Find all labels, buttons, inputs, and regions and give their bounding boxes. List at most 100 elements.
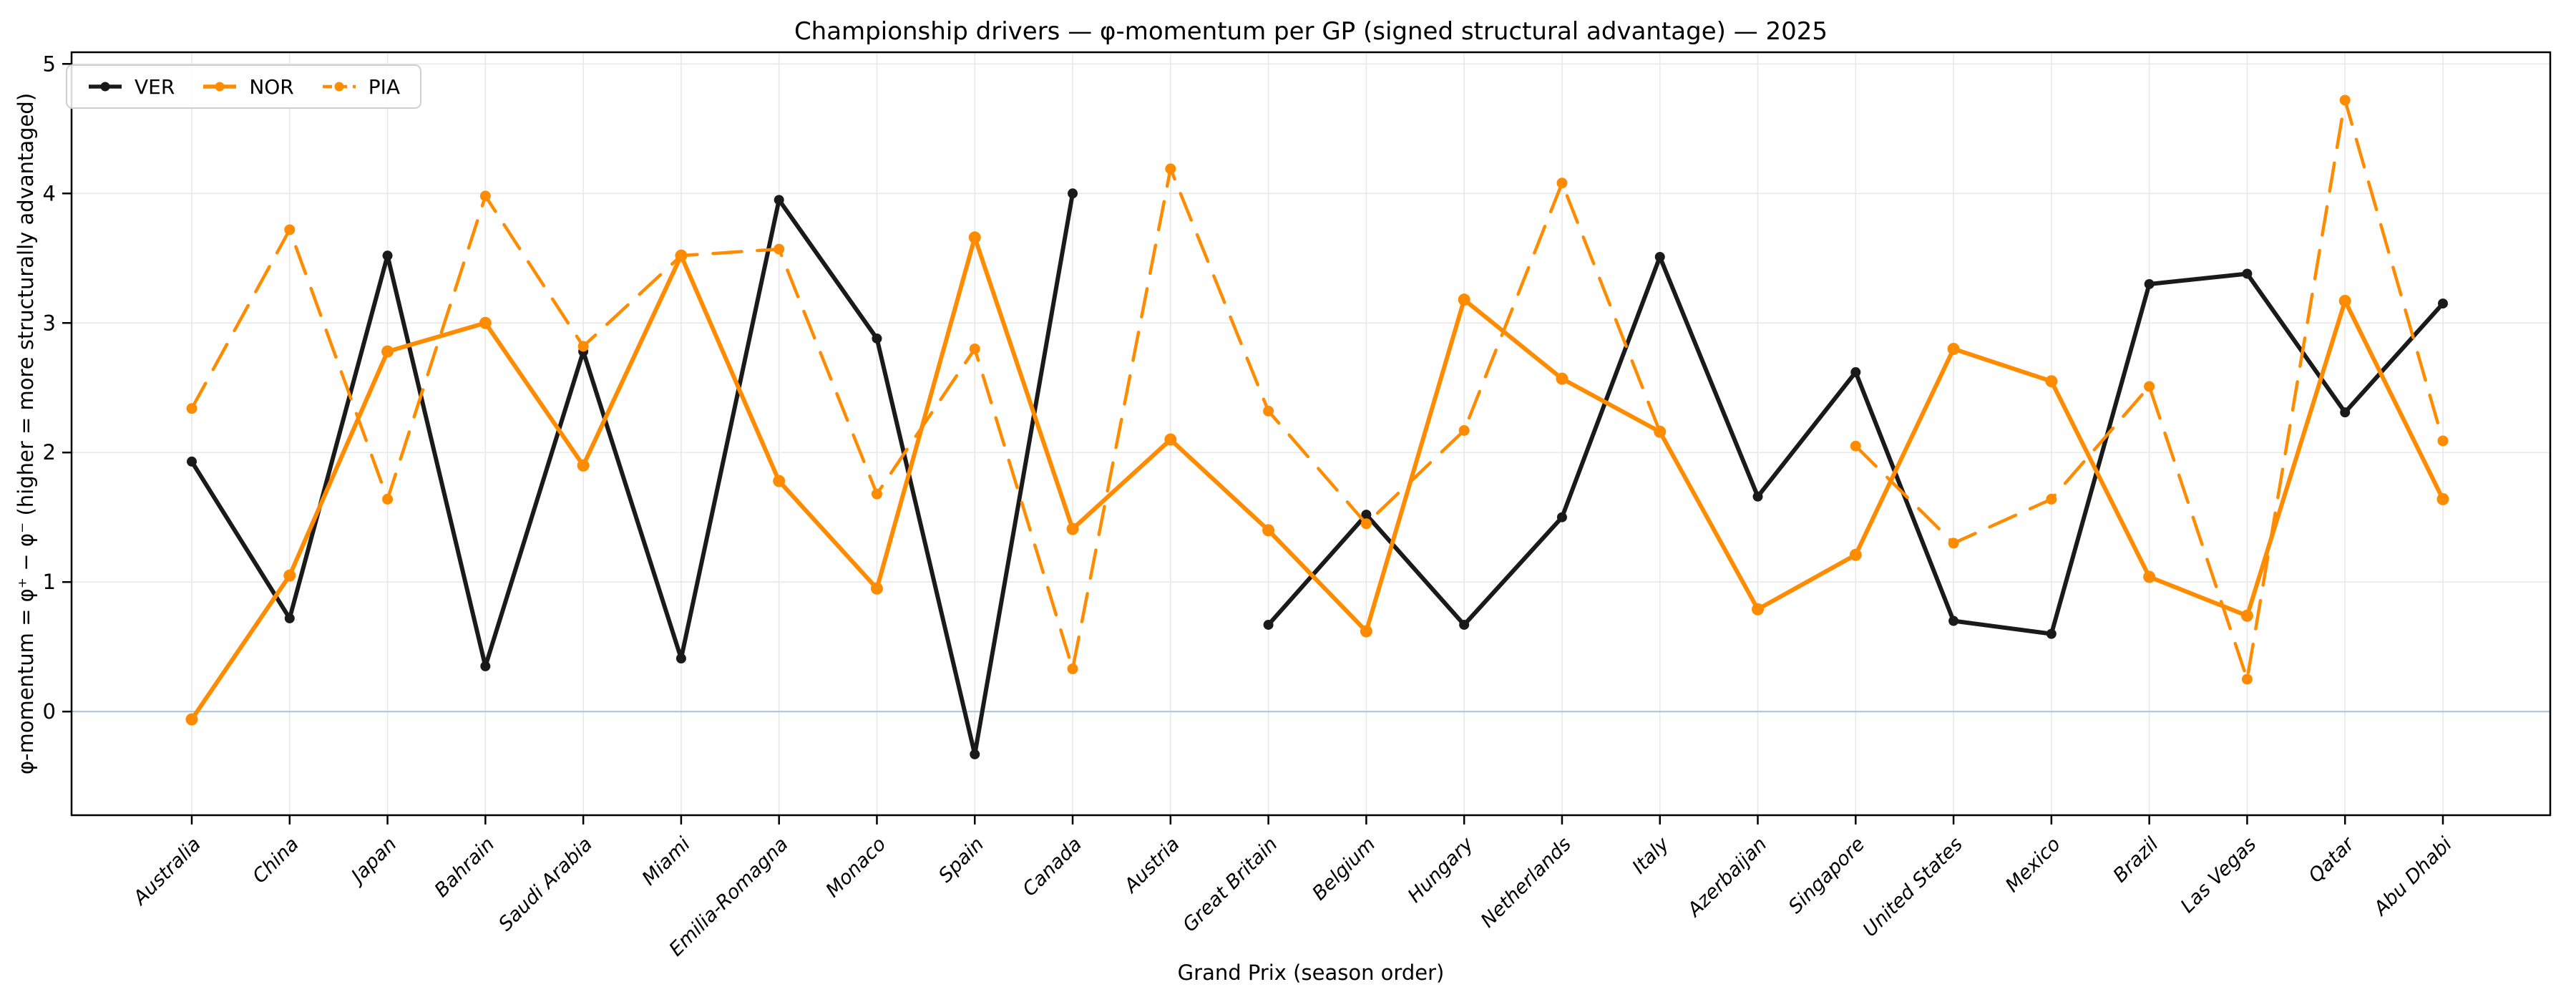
data-point-nor — [1360, 625, 1372, 638]
data-point-nor — [381, 345, 394, 358]
data-point-nor — [2436, 492, 2449, 505]
data-point-pia — [969, 343, 980, 354]
data-point-pia — [1556, 177, 1568, 189]
series-line-nor — [190, 235, 2445, 722]
data-point-ver — [1361, 510, 1372, 520]
data-point-ver — [675, 653, 686, 664]
nor-line-swatch-icon — [203, 82, 237, 92]
data-point-ver — [1850, 367, 1861, 378]
data-point-pia — [871, 488, 882, 500]
x-tick-label: Las Vegas — [2177, 833, 2261, 918]
data-point-ver — [2144, 278, 2155, 289]
legend-label: PIA — [368, 74, 401, 99]
data-point-ver — [1948, 616, 1959, 626]
data-point-nor — [1556, 372, 1568, 385]
y-tick-label: 3 — [43, 311, 56, 335]
x-tick-label: Netherlands — [1477, 833, 1576, 932]
data-point-nor — [185, 713, 198, 726]
data-point-pia — [2437, 435, 2449, 447]
pia-line-swatch-icon — [322, 82, 356, 92]
x-tick-label: Monaco — [821, 833, 890, 902]
x-tick-label: Bahrain — [431, 833, 499, 902]
data-point-pia — [1948, 538, 1959, 549]
x-tick-label: Singapore — [1785, 833, 1870, 918]
chart-title: Championship drivers — φ-momentum per GP… — [794, 17, 1828, 46]
x-tick-label: Great Britain — [1179, 833, 1282, 936]
data-point-pia — [284, 224, 296, 235]
data-point-nor — [1752, 603, 1765, 616]
x-tick-label: Abu Dhabi — [2368, 833, 2457, 921]
legend-label: NOR — [249, 74, 294, 99]
x-tick-label: China — [248, 833, 303, 887]
x-tick-label: Saudi Arabia — [494, 833, 597, 935]
data-point-ver — [1459, 619, 1470, 630]
x-tick-label: Belgium — [1308, 833, 1380, 905]
legend-item-pia: PIA — [321, 75, 400, 99]
data-point-ver — [2242, 268, 2253, 279]
data-point-ver — [2438, 298, 2448, 309]
data-point-nor — [2338, 294, 2351, 307]
data-point-nor — [479, 316, 492, 329]
x-tick-label: Japan — [345, 833, 401, 890]
data-point-pia — [774, 243, 785, 255]
y-tick-label: 1 — [43, 570, 56, 594]
data-point-pia — [1360, 518, 1372, 530]
data-point-nor — [968, 231, 981, 244]
y-tick-label: 0 — [43, 699, 56, 724]
data-point-nor — [1262, 524, 1275, 537]
data-point-pia — [479, 190, 491, 202]
data-point-nor — [773, 475, 786, 487]
x-tick-label: Spain — [935, 833, 988, 887]
data-point-nor — [2045, 375, 2058, 388]
data-point-pia — [577, 341, 589, 352]
legend-label: VER — [135, 74, 175, 99]
x-tick-label: Hungary — [1404, 832, 1478, 907]
data-point-nor — [1947, 342, 1960, 355]
x-tick-label: Italy — [1628, 832, 1674, 878]
ver-line-swatch-icon — [89, 82, 122, 92]
x-tick-label: Miami — [638, 833, 696, 890]
data-point-pia — [1067, 663, 1078, 674]
x-tick-label: Australia — [128, 833, 205, 910]
data-point-nor — [870, 582, 883, 595]
data-point-ver — [1263, 619, 1274, 630]
data-point-pia — [1263, 405, 1274, 417]
data-point-nor — [2240, 609, 2253, 622]
data-point-ver — [2340, 407, 2351, 418]
data-point-pia — [1850, 440, 1861, 452]
data-point-ver — [284, 613, 295, 623]
x-tick-label: Mexico — [2001, 833, 2065, 897]
y-tick-label: 4 — [43, 181, 56, 205]
data-point-pia — [2046, 493, 2057, 505]
x-tick-label: Azerbaijan — [1682, 833, 1771, 922]
x-tick-label: Austria — [1119, 833, 1184, 898]
data-point-pia — [382, 493, 394, 505]
data-point-nor — [2143, 570, 2156, 583]
data-point-ver — [872, 333, 882, 344]
data-point-nor — [1458, 293, 1470, 306]
data-point-ver — [1654, 251, 1665, 262]
data-point-pia — [2241, 673, 2253, 685]
x-tick-label: United States — [1859, 833, 1967, 941]
x-tick-label: Brazil — [2109, 833, 2163, 887]
data-point-nor — [577, 459, 590, 472]
data-point-ver — [970, 749, 980, 759]
legend: VER NOR PIA — [66, 64, 422, 109]
legend-item-nor: NOR — [202, 74, 294, 99]
data-point-pia — [2339, 94, 2351, 106]
data-point-pia — [675, 250, 687, 261]
data-point-pia — [1458, 424, 1470, 436]
x-tick-label: Canada — [1018, 833, 1086, 901]
y-axis-label: φ-momentum = φ⁺ − φ⁻ (higher = more stru… — [14, 92, 38, 775]
y-tick-label: 2 — [43, 440, 56, 464]
data-point-nor — [1164, 433, 1177, 446]
data-point-ver — [774, 195, 784, 205]
plot-frame — [70, 51, 2552, 817]
data-point-ver — [187, 456, 197, 467]
data-point-ver — [2046, 628, 2057, 639]
data-point-pia — [186, 403, 197, 414]
data-point-ver — [1752, 491, 1763, 502]
data-point-ver — [480, 661, 491, 671]
